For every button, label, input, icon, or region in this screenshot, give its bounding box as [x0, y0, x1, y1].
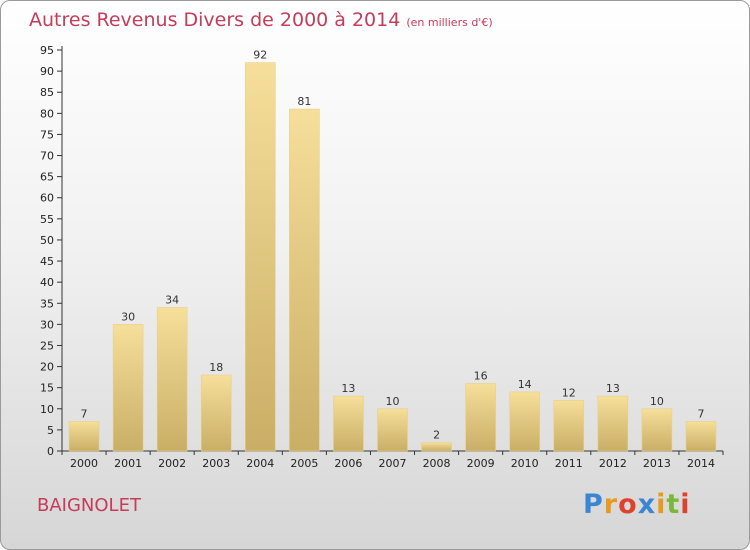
- x-tick-label: 2006: [334, 457, 362, 470]
- y-tick-label: 50: [40, 234, 54, 247]
- x-tick-label: 2005: [290, 457, 318, 470]
- y-tick-label: 15: [40, 382, 54, 395]
- x-tick-label: 2008: [423, 457, 451, 470]
- x-tick-label: 2004: [246, 457, 274, 470]
- y-axis: 0 5 10 15 20 25 30 35 40 45 50 55 60 65 70 75 80 85 90 95: [40, 44, 63, 458]
- y-tick-label: 95: [40, 44, 54, 57]
- logo-letter: i: [656, 489, 667, 520]
- y-tick-label: 40: [40, 276, 54, 289]
- bar: [685, 421, 717, 452]
- bar: [641, 408, 673, 452]
- logo-letter: r: [603, 489, 619, 520]
- bar-value-label: 7: [697, 407, 704, 420]
- chart-title-unit: (en milliers d'€): [406, 16, 493, 29]
- bar-value-label: 92: [253, 49, 267, 62]
- x-axis: 2000 2001 2002 2003 2004 2005 2006 2007 2008 2009…: [61, 450, 724, 470]
- bar-value-label: 34: [165, 293, 179, 306]
- logo-letter: i: [680, 489, 691, 520]
- y-tick-label: 85: [40, 86, 54, 99]
- y-tick-label: 70: [40, 150, 54, 163]
- y-tick-label: 35: [40, 297, 54, 310]
- bar: [289, 108, 320, 452]
- bar-value-label: 7: [81, 407, 88, 420]
- bar-value-label: 14: [518, 378, 532, 391]
- bar-value-label: 13: [606, 382, 620, 395]
- y-tick-label: 25: [40, 339, 54, 352]
- logo-letter: o: [618, 489, 638, 520]
- y-tick-label: 60: [40, 192, 54, 205]
- y-tick-label: 75: [40, 128, 54, 141]
- chart-title-main: Autres Revenus Divers de 2000 à 2014: [29, 9, 401, 31]
- x-tick-label: 2012: [599, 457, 627, 470]
- y-tick-label: 45: [40, 255, 54, 268]
- bar-value-label: 10: [650, 395, 664, 408]
- bar-value-label: 12: [562, 386, 576, 399]
- chart-title: Autres Revenus Divers de 2000 à 2014 (en …: [29, 9, 493, 31]
- bar: [68, 421, 100, 452]
- value-labels: 7 30 34 18 92 81 13 10 2 16 14 12 13 10 7: [81, 49, 705, 442]
- x-tick-label: 2002: [158, 457, 186, 470]
- bar-value-label: 16: [474, 369, 488, 382]
- bars: [68, 62, 717, 452]
- y-tick-label: 65: [40, 171, 54, 184]
- x-tick-label: 2010: [511, 457, 539, 470]
- x-tick-label: 2014: [687, 457, 715, 470]
- y-tick-label: 5: [47, 424, 54, 437]
- place-name: BAIGNOLET: [37, 495, 141, 516]
- logo-letter: x: [637, 489, 657, 520]
- y-tick-label: 90: [40, 65, 54, 78]
- y-tick-label: 0: [47, 445, 54, 458]
- bar-value-label: 13: [341, 382, 355, 395]
- x-tick-label: 2013: [643, 457, 671, 470]
- y-tick-label: 10: [40, 403, 54, 416]
- y-tick-label: 20: [40, 361, 54, 374]
- bar-value-label: 2: [433, 429, 440, 442]
- x-tick-label: 2001: [114, 457, 142, 470]
- bar: [465, 383, 496, 452]
- bar: [509, 391, 540, 452]
- bar: [421, 442, 452, 452]
- bar: [333, 395, 364, 452]
- bar: [112, 324, 144, 452]
- x-tick-label: 2011: [555, 457, 583, 470]
- x-tick-label: 2007: [379, 457, 407, 470]
- bar-value-label: 10: [386, 395, 400, 408]
- proxiti-logo: Proxiti: [583, 489, 691, 520]
- logo-letter: P: [583, 489, 604, 520]
- y-tick-label: 55: [40, 213, 54, 226]
- bar: [553, 400, 585, 452]
- x-tick-label: 2000: [70, 457, 98, 470]
- x-tick-label: 2003: [202, 457, 230, 470]
- x-tick-label: 2009: [467, 457, 495, 470]
- bar: [156, 307, 188, 452]
- y-tick-label: 80: [40, 107, 54, 120]
- bar-value-label: 81: [297, 95, 311, 108]
- bar: [245, 62, 276, 452]
- bar: [377, 408, 408, 452]
- y-tick-label: 30: [40, 318, 54, 331]
- bar: [597, 395, 629, 452]
- bar-value-label: 30: [121, 310, 135, 323]
- logo-letter: t: [666, 489, 681, 520]
- bar-value-label: 18: [209, 361, 223, 374]
- bar: [200, 374, 232, 452]
